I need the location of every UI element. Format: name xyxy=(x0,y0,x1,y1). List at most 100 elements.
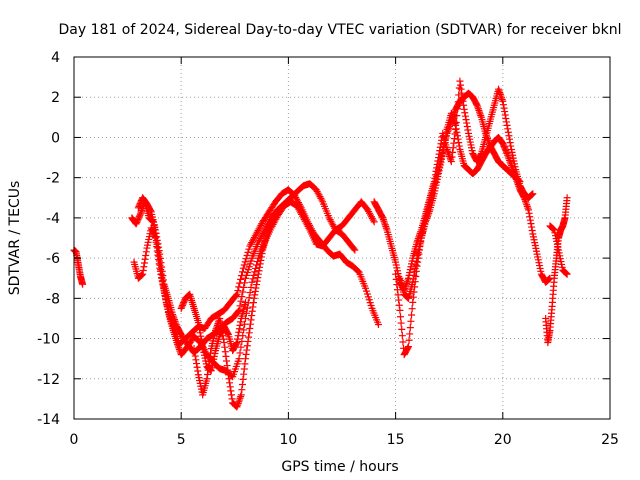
data-point xyxy=(506,139,514,147)
data-point xyxy=(408,311,416,319)
y-axis-label: SDTVAR / TECUs xyxy=(7,181,23,296)
data-point xyxy=(503,150,511,158)
data-point xyxy=(250,294,258,302)
data-point xyxy=(137,208,145,216)
data-point xyxy=(173,339,181,347)
data-point xyxy=(223,362,231,370)
data-point xyxy=(240,370,248,378)
data-point xyxy=(190,345,198,353)
data-point xyxy=(402,281,410,289)
data-point xyxy=(215,316,223,324)
data-point xyxy=(477,112,485,120)
data-point xyxy=(507,162,515,170)
data-point xyxy=(434,154,442,162)
data-point xyxy=(437,140,445,148)
data-point xyxy=(431,171,439,179)
data-point xyxy=(234,399,242,407)
data-point xyxy=(443,146,451,154)
data-point xyxy=(406,330,414,338)
data-point xyxy=(397,313,405,321)
data-point xyxy=(224,329,232,337)
data-point xyxy=(445,124,453,132)
data-point xyxy=(527,220,535,228)
data-point xyxy=(238,293,246,301)
data-point xyxy=(227,391,235,399)
series-arc-7 xyxy=(396,109,554,302)
data-point xyxy=(497,92,505,100)
data-point xyxy=(139,270,147,278)
data-point xyxy=(498,96,506,104)
data-point xyxy=(235,398,243,406)
data-point xyxy=(525,206,533,214)
data-point xyxy=(504,125,512,133)
data-point xyxy=(203,375,211,383)
data-point xyxy=(526,213,534,221)
data-point xyxy=(460,101,468,109)
series-arc-5 xyxy=(190,210,280,411)
data-point xyxy=(171,317,179,325)
data-point xyxy=(449,114,457,122)
data-point xyxy=(477,151,485,159)
data-point xyxy=(444,128,452,136)
data-point xyxy=(401,285,409,293)
data-point xyxy=(409,293,417,301)
data-point xyxy=(433,160,441,168)
data-point xyxy=(238,337,246,345)
data-point xyxy=(249,299,257,307)
data-point xyxy=(264,228,272,236)
data-point xyxy=(239,288,247,296)
data-point xyxy=(370,218,378,226)
data-point xyxy=(248,278,256,286)
data-point xyxy=(170,316,178,324)
data-point xyxy=(476,108,484,116)
data-point xyxy=(235,355,243,363)
data-point xyxy=(237,393,245,401)
data-point xyxy=(236,321,244,329)
data-point xyxy=(174,342,182,350)
data-point xyxy=(460,105,468,113)
data-point xyxy=(212,327,220,335)
data-point xyxy=(444,147,452,155)
data-point xyxy=(234,287,242,295)
data-point xyxy=(393,286,401,294)
data-point xyxy=(430,178,438,186)
series-arc-1 xyxy=(70,246,87,288)
data-point xyxy=(156,254,164,262)
data-point xyxy=(254,270,262,278)
data-point xyxy=(169,312,177,320)
data-point xyxy=(400,286,408,294)
data-point xyxy=(411,283,419,291)
data-point xyxy=(251,287,259,295)
data-point xyxy=(451,130,459,138)
data-point xyxy=(195,322,203,330)
data-point xyxy=(436,147,444,155)
data-point xyxy=(499,101,507,109)
data-point xyxy=(463,119,471,127)
data-point xyxy=(507,142,515,150)
data-point xyxy=(381,221,389,229)
data-point xyxy=(139,266,147,274)
data-point xyxy=(257,256,265,264)
data-point xyxy=(140,263,148,271)
y-tick-label: 0 xyxy=(51,130,60,146)
chart-title: Day 181 of 2024, Sidereal Day-to-day VTE… xyxy=(59,22,622,38)
data-point xyxy=(235,396,243,404)
data-point xyxy=(191,352,199,360)
data-point xyxy=(522,199,530,207)
data-point xyxy=(228,395,236,403)
data-point xyxy=(238,381,246,389)
data-point xyxy=(456,77,464,85)
data-point xyxy=(240,261,248,269)
axes: 0 5 10 15 20 25 -14 -12 -10 -8 -6 -4 -2 0 2 4 xyxy=(37,50,619,448)
data-point xyxy=(447,117,455,125)
data-point xyxy=(154,240,162,248)
data-point xyxy=(235,306,243,314)
x-tick-label: 25 xyxy=(601,432,619,448)
data-point xyxy=(495,85,503,93)
data-point xyxy=(412,267,420,275)
data-point xyxy=(216,314,224,322)
data-point xyxy=(523,201,531,209)
data-point xyxy=(242,298,250,306)
data-point xyxy=(525,209,533,217)
